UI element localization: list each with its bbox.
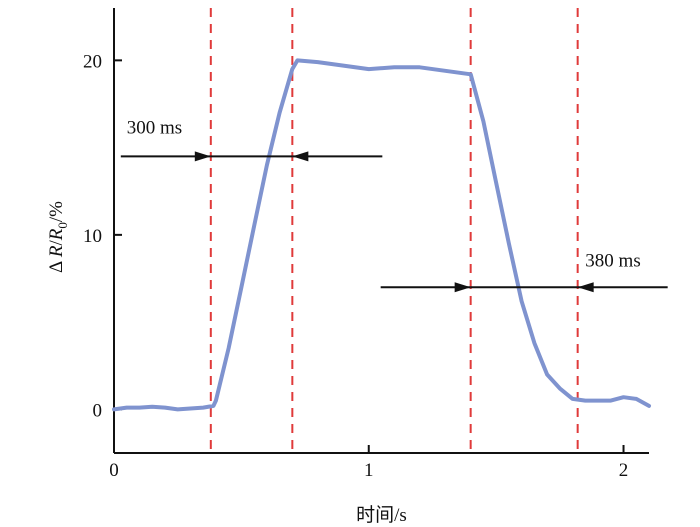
annotation-left-arrowhead <box>194 151 211 162</box>
annotation-right-arrowhead <box>292 151 309 162</box>
y-tick-label: 0 <box>93 400 103 421</box>
axes <box>113 8 649 454</box>
y-tick-label: 10 <box>83 226 102 247</box>
annotation-right-arrowhead <box>577 282 594 293</box>
y-axis-title-r: R <box>46 245 67 258</box>
y-axis-title-slash: / <box>46 239 67 245</box>
annotation-label: 380 ms <box>585 250 640 271</box>
reference-lines <box>209 8 579 453</box>
series-line <box>112 58 651 412</box>
annotations: 300 ms 380 ms <box>120 118 668 293</box>
y-axis-title-prefix: Δ <box>46 257 67 273</box>
annotation-left-arrowhead <box>454 282 471 293</box>
y-tick-label: 20 <box>83 51 102 72</box>
y-axis-title-r0-subscript: 0 <box>55 222 70 229</box>
y-axis-title: Δ R/R0/% <box>46 201 70 273</box>
y-axis-title-unit: /% <box>46 201 67 222</box>
x-tick-label: 0 <box>109 460 119 481</box>
y-axis-title-r0: R <box>46 228 67 241</box>
x-tick-label: 2 <box>619 460 629 481</box>
annotation-label: 300 ms <box>127 118 182 139</box>
x-tick-label: 1 <box>364 460 374 481</box>
x-axis-title: 时间/s <box>356 504 407 526</box>
